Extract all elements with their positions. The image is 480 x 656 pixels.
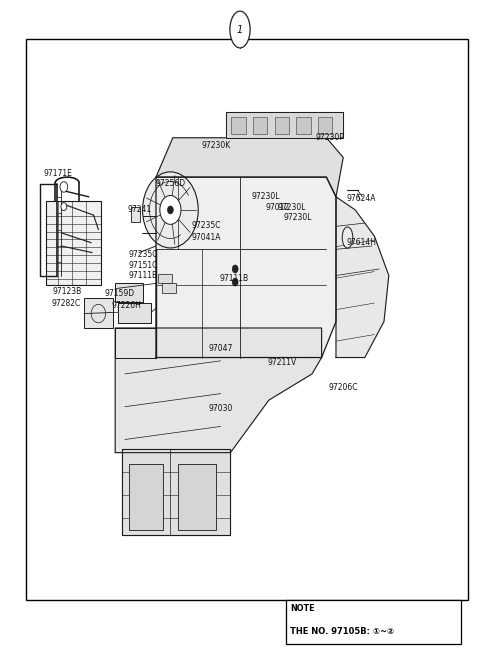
Bar [118,303,151,323]
Bar [158,274,172,283]
Bar [115,283,143,302]
Text: 97230P: 97230P [316,133,345,142]
Polygon shape [226,112,343,138]
Polygon shape [122,449,230,535]
Bar [286,600,461,644]
Text: THE NO. 97105B: ①~②: THE NO. 97105B: ①~② [290,627,395,636]
Text: 97230L: 97230L [277,203,306,212]
Text: 97123B: 97123B [53,287,82,297]
Bar [275,117,289,134]
Text: 97151C: 97151C [129,260,158,270]
Text: 97230L: 97230L [252,192,280,201]
Text: 97047: 97047 [209,344,233,354]
Text: 97012: 97012 [265,203,289,212]
Polygon shape [115,328,156,358]
Text: 97211V: 97211V [268,358,297,367]
Text: 97159D: 97159D [105,289,135,298]
Text: 97230K: 97230K [202,141,231,150]
Bar [231,117,246,134]
Circle shape [143,172,198,248]
Circle shape [232,265,238,273]
Bar [162,283,176,293]
Bar [26,39,468,600]
Bar [131,207,140,222]
Text: 97235C: 97235C [191,220,220,230]
Text: 97256D: 97256D [156,179,186,188]
Text: NOTE: NOTE [290,604,315,613]
Polygon shape [336,197,389,358]
Circle shape [60,182,68,192]
Text: 97235C: 97235C [129,250,158,259]
Text: 97206C: 97206C [329,382,358,392]
Text: 97111B: 97111B [220,274,249,283]
Text: 1: 1 [237,24,243,35]
Text: 97614H: 97614H [347,238,376,247]
Bar [318,117,332,134]
Text: 97624A: 97624A [347,194,376,203]
Bar [129,464,163,530]
Ellipse shape [342,227,353,248]
Text: 97282C: 97282C [52,298,81,308]
Text: 97041A: 97041A [191,233,220,242]
Polygon shape [115,328,322,453]
Text: 97226H: 97226H [111,300,141,310]
Circle shape [61,203,67,211]
Text: 97230L: 97230L [283,213,312,222]
Bar [253,117,267,134]
Bar [296,117,311,134]
Text: 97171E: 97171E [43,169,72,178]
Polygon shape [156,177,336,358]
Circle shape [168,206,173,214]
Text: 97111B: 97111B [129,271,158,280]
Bar [46,201,101,285]
Bar [84,298,113,328]
Bar [178,464,216,530]
Text: 97241: 97241 [127,205,151,215]
Text: 97030: 97030 [209,403,233,413]
Circle shape [232,278,238,286]
Circle shape [160,195,181,224]
Polygon shape [156,138,343,197]
Ellipse shape [230,11,250,48]
